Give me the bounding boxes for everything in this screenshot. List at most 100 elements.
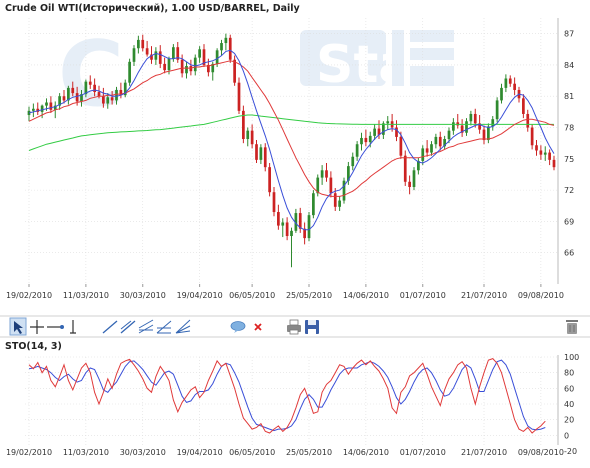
candle (360, 132, 363, 151)
candle (434, 133, 438, 149)
candle (237, 77, 241, 114)
candle-body (500, 87, 503, 101)
pointer-tool-icon[interactable] (9, 317, 27, 336)
oscillator-x-tick-label: 06/05/2010 (229, 448, 275, 457)
oscillator-x-tick-label: 01/07/2010 (400, 448, 446, 457)
candle-body (456, 122, 460, 126)
candle-body (228, 37, 232, 60)
candle (193, 54, 197, 76)
candle-body (522, 98, 525, 114)
candle-body (150, 54, 153, 60)
candle-body (539, 150, 543, 155)
candle-body (110, 97, 114, 101)
ray-tool-icon[interactable] (120, 320, 136, 334)
candle-body (163, 63, 166, 71)
candle-body (268, 167, 271, 193)
trash-icon[interactable] (566, 320, 578, 334)
candle (224, 33, 228, 51)
candle-body (167, 58, 171, 71)
oscillator-x-tick-label: 30/03/2010 (120, 448, 166, 457)
candle-body (207, 64, 210, 73)
candle-body (373, 128, 376, 136)
mid-moving-average-line (28, 60, 555, 197)
candle-body (364, 137, 368, 143)
candle-body (552, 159, 556, 168)
candle (500, 83, 503, 104)
candle (67, 85, 70, 105)
price-y-tick-label: 66 (564, 249, 574, 258)
candle-body (202, 49, 206, 65)
candle-body (106, 97, 110, 104)
candle-body (338, 200, 341, 207)
price-y-tick-label: 84 (564, 61, 574, 70)
candle-body (176, 47, 180, 60)
candle (460, 119, 464, 137)
candle-body (233, 59, 236, 83)
candle (552, 155, 556, 171)
candle-body (360, 137, 363, 145)
candle (469, 110, 473, 126)
candle (438, 131, 442, 151)
channel-tool-icon[interactable] (138, 319, 154, 334)
candle (277, 204, 280, 230)
price-y-tick-label: 81 (564, 92, 574, 101)
candle-body (224, 37, 228, 44)
oscillator-x-tick-label: 25/05/2010 (286, 448, 332, 457)
candle-body (27, 110, 31, 116)
delete-tool-icon[interactable] (254, 323, 262, 331)
candle-body (220, 43, 223, 51)
crosshair-tool-icon[interactable] (30, 320, 44, 334)
candle-body (97, 92, 101, 97)
watermark-logo: C Stat (58, 22, 454, 127)
price-x-tick-label: 06/05/2010 (229, 291, 275, 300)
vertical-line-tool-icon[interactable] (70, 320, 76, 334)
price-y-tick-label: 75 (564, 155, 574, 164)
candle-body (482, 129, 486, 141)
candle-body (84, 81, 88, 95)
candle-body (242, 110, 245, 140)
stochastic-k-line (28, 358, 546, 434)
oscillator-x-tick-label: 19/02/2010 (6, 448, 52, 457)
candle-body (62, 96, 66, 101)
candle-body (478, 123, 481, 130)
candle (158, 45, 162, 69)
candle (408, 175, 411, 195)
oscillator-x-tick-label: 09/08/2010 (518, 448, 564, 457)
price-x-tick-label: 21/07/2010 (461, 291, 507, 300)
gann-fan-tool-icon[interactable] (175, 319, 191, 334)
price-x-tick-label: 19/02/2010 (6, 291, 52, 300)
candle-body (211, 63, 215, 73)
candle-body (128, 61, 131, 83)
candle (272, 186, 276, 217)
price-chart-title: Crude Oil WTI(Исторический), 1.00 USD/BA… (5, 3, 301, 14)
trendline-tool-icon[interactable] (102, 320, 118, 334)
horizontal-line-tool-icon[interactable] (47, 325, 64, 329)
save-icon[interactable] (305, 320, 319, 334)
comment-tool-icon[interactable] (230, 321, 246, 334)
print-icon[interactable] (287, 319, 301, 335)
candle (250, 124, 254, 149)
candle (259, 144, 263, 165)
candle (430, 141, 433, 156)
fibonacci-tool-icon[interactable] (156, 320, 172, 334)
candle (421, 145, 425, 166)
candle-body (172, 47, 175, 59)
candle-body (132, 48, 136, 62)
candle (185, 61, 188, 79)
candle (141, 34, 145, 52)
candle-body (58, 96, 61, 106)
candle (491, 116, 495, 131)
candle (452, 118, 455, 135)
price-chart-y-axis: 66 69 72 75 78 81 84 87 (564, 30, 574, 258)
candle-body (115, 89, 118, 101)
candle (526, 109, 530, 132)
price-chart-x-axis: 19/02/2010 11/03/2010 30/03/2010 19/04/2010… (6, 284, 564, 300)
candle-body (395, 127, 398, 137)
candle (522, 94, 525, 119)
candle-body (430, 144, 433, 153)
candle-body (312, 193, 315, 216)
candle-body (307, 215, 311, 239)
candle (543, 146, 547, 161)
candle (40, 104, 44, 119)
price-x-tick-label: 25/05/2010 (286, 291, 332, 300)
